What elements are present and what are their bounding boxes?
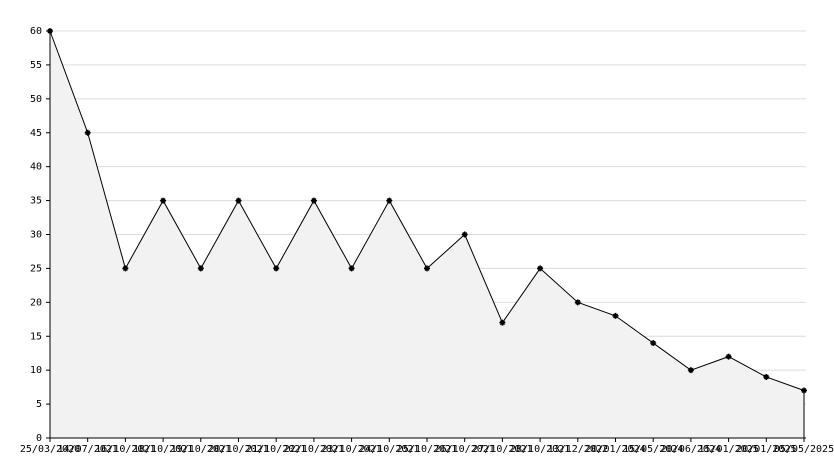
y-tick-label: 55 <box>30 60 42 71</box>
x-tick-label: 24/10/2021 <box>359 444 419 455</box>
y-tick-label: 25 <box>30 263 42 274</box>
y-tick-label: 40 <box>30 162 42 173</box>
x-tick-label: 15/05/2024 <box>623 444 683 455</box>
x-tick-label: 22/10/2021 <box>284 444 344 455</box>
marker <box>499 319 506 326</box>
area <box>50 31 804 438</box>
marker <box>801 387 807 394</box>
marker <box>348 265 355 272</box>
x-tick-label: 14/07/2021 <box>58 444 118 455</box>
marker <box>273 265 280 272</box>
marker <box>537 265 544 272</box>
marker <box>84 129 91 136</box>
x-tick-label: 13/12/2022 <box>548 444 608 455</box>
x-tick-label: 28/10/2021 <box>510 444 570 455</box>
x-tick-label: 20/01/2025 <box>736 444 796 455</box>
marker <box>386 197 393 204</box>
x-tick-label: 26/10/2021 <box>435 444 495 455</box>
x-tick-label: 20/06/2024 <box>661 444 721 455</box>
x-tick-label: 25/10/2021 <box>397 444 457 455</box>
x-tick-label: 21/10/2021 <box>246 444 306 455</box>
y-tick-label: 60 <box>30 26 42 37</box>
y-tick-label: 10 <box>30 365 42 376</box>
x-tick-label: 20/10/2021 <box>208 444 268 455</box>
x-tick-label: 15/01/2025 <box>698 444 758 455</box>
marker <box>197 265 204 272</box>
marker <box>160 197 167 204</box>
x-tick-label: 23/10/2021 <box>321 444 381 455</box>
x-tick-label: 05/05/2025 <box>774 444 834 455</box>
y-tick-label: 0 <box>36 433 42 444</box>
marker <box>650 340 657 347</box>
marker <box>235 197 242 204</box>
x-tick-label: 20/01/2024 <box>585 444 645 455</box>
y-tick-label: 30 <box>30 230 42 241</box>
y-tick-label: 35 <box>30 196 42 207</box>
marker <box>725 353 732 360</box>
marker <box>461 231 468 238</box>
marker <box>122 265 129 272</box>
y-tick-label: 45 <box>30 128 42 139</box>
x-tick-label: 19/10/2021 <box>171 444 231 455</box>
marker <box>612 312 619 319</box>
y-tick-label: 20 <box>30 297 42 308</box>
x-tick-label: 25/03/2020 <box>20 444 80 455</box>
marker <box>424 265 430 272</box>
y-tick-label: 50 <box>30 94 42 105</box>
marker <box>687 367 694 374</box>
marker <box>763 373 770 380</box>
x-tick-label: 27/10/2021 <box>472 444 532 455</box>
y-tick-label: 15 <box>30 331 42 342</box>
x-tick-label: 18/10/2021 <box>133 444 193 455</box>
marker <box>574 299 581 306</box>
y-tick-label: 5 <box>36 399 42 410</box>
x-tick-label: 16/10/2021 <box>95 444 155 455</box>
marker <box>310 197 317 204</box>
